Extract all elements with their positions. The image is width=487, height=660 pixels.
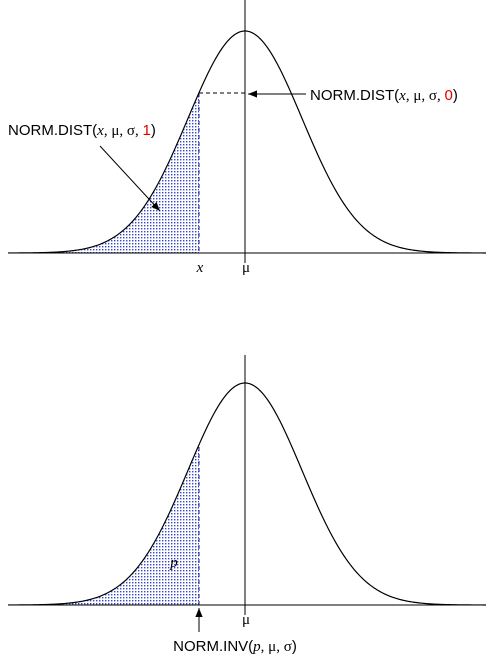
inv-label: NORM.INV(p, μ, σ)	[173, 638, 297, 655]
arg: σ	[284, 639, 292, 655]
arg: σ	[127, 123, 135, 139]
sep: ,	[406, 88, 414, 104]
density-curve	[7, 30, 486, 254]
arg: μ	[413, 88, 421, 104]
fn: NORM.DIST(	[8, 122, 97, 139]
x-label: x	[196, 260, 204, 276]
sep: ,	[261, 639, 269, 655]
sep: ,	[421, 88, 429, 104]
p-area	[8, 444, 199, 605]
paren: )	[151, 122, 156, 139]
sep: ,	[135, 123, 143, 139]
arg: p	[252, 639, 261, 655]
mu-label: μ	[242, 260, 250, 276]
arg: σ	[429, 88, 437, 104]
paren: )	[292, 638, 297, 655]
flag: 1	[142, 122, 150, 139]
sep: ,	[119, 123, 127, 139]
paren: )	[453, 87, 458, 104]
pdf-label: NORM.DIST(x, μ, σ, 0)	[310, 87, 458, 104]
cdf-area	[8, 92, 199, 253]
fn: NORM.DIST(	[310, 87, 399, 104]
sep: ,	[437, 88, 445, 104]
cdf-arrow	[99, 145, 161, 212]
cdf-label: NORM.DIST(x, μ, σ, 1)	[8, 122, 156, 139]
top-panel: x μ NORM.DIST(x, μ, σ, 0) NORM.DIST(x, μ…	[7, 0, 486, 276]
sep: ,	[104, 123, 112, 139]
flag: 0	[444, 87, 452, 104]
arg: μ	[268, 639, 276, 655]
density-curve	[7, 382, 486, 606]
p-label: p	[169, 555, 178, 571]
arg: μ	[111, 123, 119, 139]
fn: NORM.INV(	[173, 638, 253, 655]
arg: x	[398, 88, 406, 104]
arg: x	[96, 123, 104, 139]
sep: ,	[276, 639, 284, 655]
mu-label: μ	[242, 612, 250, 628]
bottom-panel: p μ NORM.INV(p, μ, σ)	[7, 355, 486, 655]
